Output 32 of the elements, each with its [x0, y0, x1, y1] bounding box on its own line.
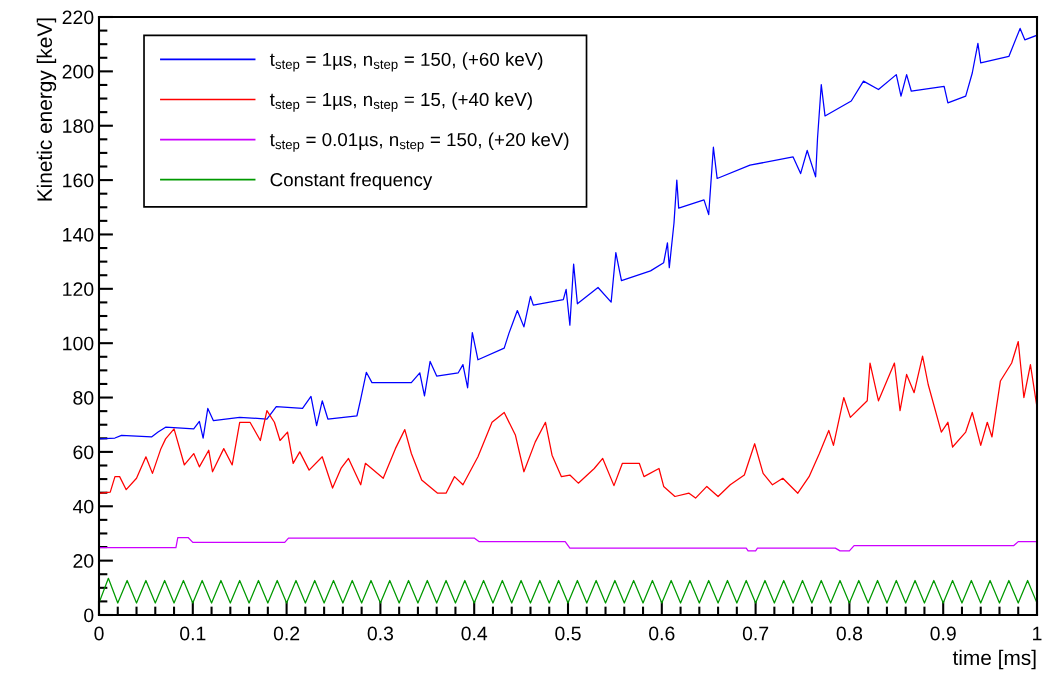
line-series: [99, 340, 1037, 499]
line-series: [99, 27, 1037, 440]
y-tick-label: 120: [63, 282, 94, 297]
x-tick-label: 0.8: [836, 626, 863, 641]
x-tick-label: 0.6: [649, 626, 675, 641]
x-tick-label: 0.5: [555, 626, 581, 641]
x-tick-label: 0.9: [930, 626, 956, 641]
x-tick-label: 0: [94, 626, 104, 641]
y-tick-label: 0: [84, 608, 94, 623]
y-tick-label: 100: [63, 336, 94, 351]
legend-label: t$_{step}$ = 1µs, n$_{step}$ = 150, (+60 keV): [269, 52, 543, 72]
x-tick-label: 1: [1033, 626, 1042, 641]
y-axis-title: Kinetic energy [keV]: [36, 18, 57, 201]
x-tick-label: 0.3: [367, 626, 394, 641]
y-tick-label: 20: [73, 554, 94, 568]
y-tick-label: 140: [63, 227, 94, 242]
y-tick-label: 40: [72, 499, 94, 514]
legend-label: t$_{step}$ = 0.01µs, n$_{step}$ = 150, (+20 keV): [269, 132, 569, 152]
y-tick-label: 220: [62, 10, 94, 25]
x-tick-label: 0.1: [180, 626, 206, 641]
x-axis-title: time [ms]: [952, 649, 1036, 670]
y-tick-label: 200: [62, 64, 94, 79]
y-tick-label: 180: [63, 119, 94, 133]
x-tick-label: 0.7: [742, 626, 769, 641]
legend-label: t$_{step}$ = 1µs, n$_{step}$ = 15, (+40 keV): [269, 92, 532, 112]
x-tick-label: 0.4: [461, 626, 488, 641]
y-tick-label: 160: [63, 173, 94, 188]
y-tick-label: 80: [73, 391, 94, 405]
x-tick-label: 0.2: [273, 626, 300, 641]
line-series: [99, 536, 1037, 552]
legend-label: Constant frequency: [270, 172, 433, 191]
y-tick-label: 60: [73, 445, 94, 460]
